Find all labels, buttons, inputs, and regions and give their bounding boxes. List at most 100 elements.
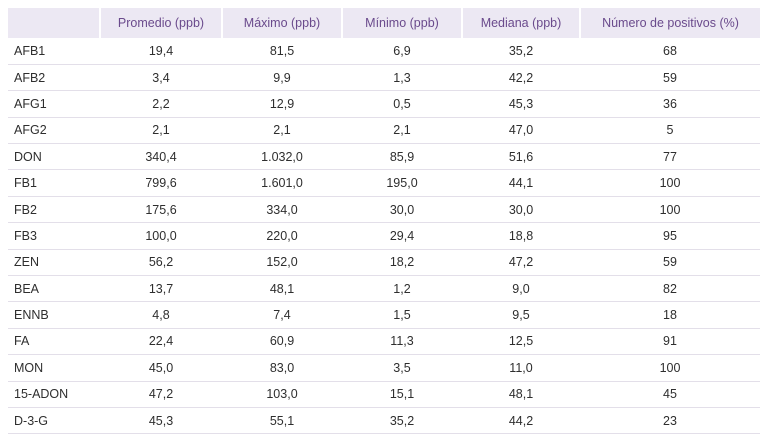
cell-minimo: 29,4 (389, 228, 415, 243)
cell-promedio: 340,4 (145, 149, 177, 164)
cell-maximo: 48,1 (269, 281, 295, 296)
row-label: ENNB (14, 308, 49, 323)
cell-mediana: 35,2 (508, 43, 534, 58)
cell-promedio: 3,4 (152, 70, 170, 85)
cell-maximo: 9,9 (273, 70, 291, 85)
cell-positivos: 100 (659, 202, 681, 217)
table-row: BEA 13,7 48,1 1,2 9,0 82 (8, 276, 760, 302)
cell-maximo: 2,1 (273, 123, 291, 138)
cell-minimo: 2,1 (393, 123, 411, 138)
row-label: DON (14, 149, 42, 164)
cell-positivos: 45 (663, 387, 677, 402)
row-label: AFG2 (14, 123, 47, 138)
table-row: D-3-G 45,3 55,1 35,2 44,2 23 (8, 407, 760, 434)
cell-positivos: 36 (663, 96, 677, 111)
table-header: Promedio (ppb) Máximo (ppb) Mínimo (ppb)… (8, 8, 760, 38)
row-label: FA (14, 334, 30, 349)
cell-promedio: 100,0 (145, 228, 177, 243)
row-label: FB1 (14, 176, 37, 191)
table-row: AFB1 19,4 81,5 6,9 35,2 68 (8, 38, 760, 65)
table-body: AFB1 19,4 81,5 6,9 35,2 68 AFB2 3,4 9,9 1,3 42,2 59… (8, 38, 760, 434)
cell-maximo: 7,4 (273, 308, 291, 323)
cell-positivos: 23 (663, 413, 677, 428)
table-row: MON 45,0 83,0 3,5 11,0 100 (8, 355, 760, 382)
table-row: ENNB 4,8 7,4 1,5 9,5 18 (8, 302, 760, 329)
cell-positivos: 18 (663, 308, 677, 323)
cell-positivos: 82 (663, 281, 677, 296)
cell-maximo: 1.032,0 (261, 149, 303, 164)
table-row: AFG1 2,2 12,9 0,5 45,3 36 (8, 91, 760, 118)
cell-minimo: 3,5 (393, 360, 411, 375)
row-label: MON (14, 360, 44, 375)
table-row: ZEN 56,2 152,0 18,2 47,2 59 (8, 249, 760, 276)
cell-promedio: 45,0 (148, 360, 174, 375)
cell-mediana: 48,1 (508, 387, 534, 402)
header-cell-empty (8, 8, 101, 38)
cell-maximo: 103,0 (266, 387, 298, 402)
cell-positivos: 59 (663, 255, 677, 270)
table-row: 15-ADON 47,2 103,0 15,1 48,1 45 (8, 381, 760, 408)
cell-promedio: 2,2 (152, 96, 170, 111)
cell-mediana: 30,0 (508, 202, 534, 217)
table-row: AFB2 3,4 9,9 1,3 42,2 59 (8, 64, 760, 91)
cell-minimo: 15,1 (389, 387, 415, 402)
cell-promedio: 47,2 (148, 387, 174, 402)
table-row: FB2 175,6 334,0 30,0 30,0 100 (8, 196, 760, 223)
cell-mediana: 47,2 (508, 255, 534, 270)
cell-maximo: 334,0 (266, 202, 298, 217)
cell-minimo: 30,0 (389, 202, 415, 217)
cell-promedio: 45,3 (148, 413, 174, 428)
mycotoxin-table-container: Promedio (ppb) Máximo (ppb) Mínimo (ppb)… (8, 8, 760, 434)
row-label: BEA (14, 281, 40, 296)
cell-minimo: 1,2 (393, 281, 411, 296)
cell-mediana: 9,5 (512, 308, 530, 323)
cell-mediana: 44,2 (508, 413, 534, 428)
cell-minimo: 0,5 (393, 96, 411, 111)
row-label: ZEN (14, 255, 39, 270)
mycotoxin-summary-table: Promedio (ppb) Máximo (ppb) Mínimo (ppb)… (8, 8, 760, 434)
cell-minimo: 11,3 (390, 334, 414, 349)
cell-maximo: 83,0 (269, 360, 295, 375)
header-cell-minimo: Mínimo (ppb) (342, 8, 463, 38)
cell-positivos: 68 (663, 43, 677, 58)
cell-maximo: 12,9 (269, 96, 295, 111)
cell-mediana: 44,1 (508, 176, 534, 191)
table-row: FA 22,4 60,9 11,3 12,5 91 (8, 328, 760, 355)
cell-mediana: 18,8 (508, 228, 534, 243)
cell-minimo: 85,9 (389, 149, 415, 164)
cell-mediana: 42,2 (508, 70, 534, 85)
cell-minimo: 1,3 (393, 70, 411, 85)
table-row: DON 340,4 1.032,0 85,9 51,6 77 (8, 144, 760, 170)
cell-promedio: 2,1 (152, 123, 170, 138)
header-cell-mediana: Mediana (ppb) (462, 8, 581, 38)
header-cell-maximo: Máximo (ppb) (222, 8, 343, 38)
cell-mediana: 12,5 (508, 334, 534, 349)
table-row: FB1 799,6 1.601,0 195,0 44,1 100 (8, 170, 760, 197)
cell-promedio: 4,8 (152, 308, 170, 323)
table-row: AFG2 2,1 2,1 2,1 47,0 5 (8, 117, 760, 144)
cell-positivos: 91 (663, 334, 677, 349)
row-label: FB3 (14, 228, 37, 243)
cell-positivos: 100 (659, 360, 681, 375)
cell-mediana: 45,3 (508, 96, 534, 111)
cell-maximo: 1.601,0 (261, 176, 303, 191)
cell-maximo: 60,9 (269, 334, 295, 349)
cell-maximo: 81,5 (269, 43, 295, 58)
cell-maximo: 55,1 (269, 413, 295, 428)
cell-promedio: 19,4 (148, 43, 174, 58)
cell-minimo: 1,5 (393, 308, 411, 323)
row-label: AFB1 (14, 43, 46, 58)
cell-mediana: 51,6 (508, 149, 534, 164)
cell-positivos: 59 (663, 70, 677, 85)
cell-maximo: 220,0 (266, 228, 298, 243)
cell-minimo: 195,0 (386, 176, 418, 191)
cell-positivos: 77 (663, 149, 677, 164)
row-label: D-3-G (14, 413, 49, 428)
cell-promedio: 175,6 (145, 202, 177, 217)
row-label: AFG1 (14, 96, 47, 111)
cell-positivos: 95 (663, 228, 677, 243)
cell-promedio: 13,7 (148, 281, 174, 296)
row-label: FB2 (14, 202, 37, 217)
cell-positivos: 5 (666, 123, 674, 138)
row-label: 15-ADON (14, 387, 69, 402)
